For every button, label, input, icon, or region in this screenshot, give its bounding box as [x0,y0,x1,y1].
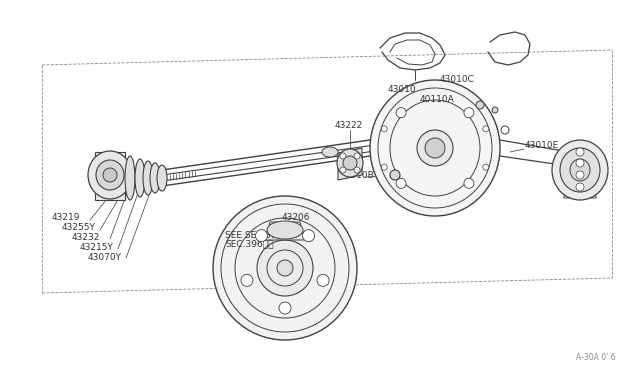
Ellipse shape [135,159,145,197]
Circle shape [106,188,114,196]
Ellipse shape [552,140,608,200]
Circle shape [354,153,360,159]
Text: 43215Y: 43215Y [80,244,114,253]
Ellipse shape [560,148,600,192]
Ellipse shape [96,160,124,190]
Circle shape [492,107,498,113]
Circle shape [576,171,584,179]
Ellipse shape [370,80,500,216]
Circle shape [476,101,484,109]
Text: 43222: 43222 [335,121,364,129]
Circle shape [576,159,584,167]
Circle shape [483,164,489,170]
Text: 43070Y: 43070Y [88,253,122,263]
Ellipse shape [88,151,132,199]
Circle shape [340,167,346,173]
Circle shape [381,164,387,170]
Circle shape [464,178,474,188]
Ellipse shape [125,156,135,200]
Circle shape [317,275,329,286]
Circle shape [279,302,291,314]
Ellipse shape [322,147,338,157]
Ellipse shape [150,163,160,193]
Circle shape [396,178,406,188]
Circle shape [106,176,114,184]
Circle shape [381,126,387,132]
Polygon shape [564,145,596,198]
Circle shape [255,230,268,242]
Text: A-30A 0' 6: A-30A 0' 6 [575,353,615,362]
Ellipse shape [417,130,453,166]
Ellipse shape [570,159,590,181]
Circle shape [390,170,400,180]
Circle shape [576,183,584,191]
Circle shape [241,275,253,286]
Ellipse shape [343,156,357,170]
Circle shape [213,196,357,340]
Circle shape [483,126,489,132]
Ellipse shape [143,161,153,195]
Text: SEE SEC.396: SEE SEC.396 [225,231,283,240]
Text: 43219: 43219 [52,214,81,222]
Circle shape [501,126,509,134]
Polygon shape [338,148,362,180]
Text: 43206: 43206 [282,214,310,222]
Circle shape [340,153,346,159]
Circle shape [464,108,474,118]
Circle shape [354,167,360,173]
Ellipse shape [103,168,117,182]
Polygon shape [95,152,125,200]
Ellipse shape [425,138,445,158]
Circle shape [106,154,114,162]
Circle shape [303,230,314,242]
Text: 40510B: 40510B [340,170,375,180]
Ellipse shape [337,149,363,177]
Text: 43010C: 43010C [440,76,475,84]
Text: 40110A: 40110A [420,96,455,105]
Circle shape [396,108,406,118]
Ellipse shape [267,221,303,239]
Text: 43255Y: 43255Y [62,224,96,232]
Circle shape [257,240,313,296]
Circle shape [277,260,293,276]
Ellipse shape [157,165,167,191]
Circle shape [106,164,114,172]
Polygon shape [265,222,305,240]
Text: 43010: 43010 [388,86,417,94]
Text: 43232: 43232 [72,234,100,243]
Circle shape [576,148,584,156]
Text: 43010E: 43010E [525,141,559,150]
Text: SEC.396参照: SEC.396参照 [225,240,273,248]
